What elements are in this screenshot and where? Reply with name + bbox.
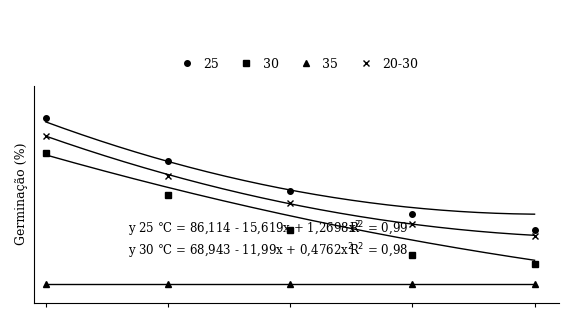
Text: y 25 °C = 86,114 - 15,619x + 1,2698x$^2$: y 25 °C = 86,114 - 15,619x + 1,2698x$^2$ (128, 219, 361, 239)
Text: R$^2$ = 0,99: R$^2$ = 0,99 (349, 220, 408, 238)
Text: R$^2$ = 0,98: R$^2$ = 0,98 (349, 242, 408, 260)
Text: y 30 °C = 68,943 - 11,99x + 0,4762x$^2$: y 30 °C = 68,943 - 11,99x + 0,4762x$^2$ (128, 241, 354, 261)
Y-axis label: Germinação (%): Germinação (%) (15, 143, 28, 245)
Legend: 25, 30, 35, 20-30: 25, 30, 35, 20-30 (169, 53, 423, 76)
